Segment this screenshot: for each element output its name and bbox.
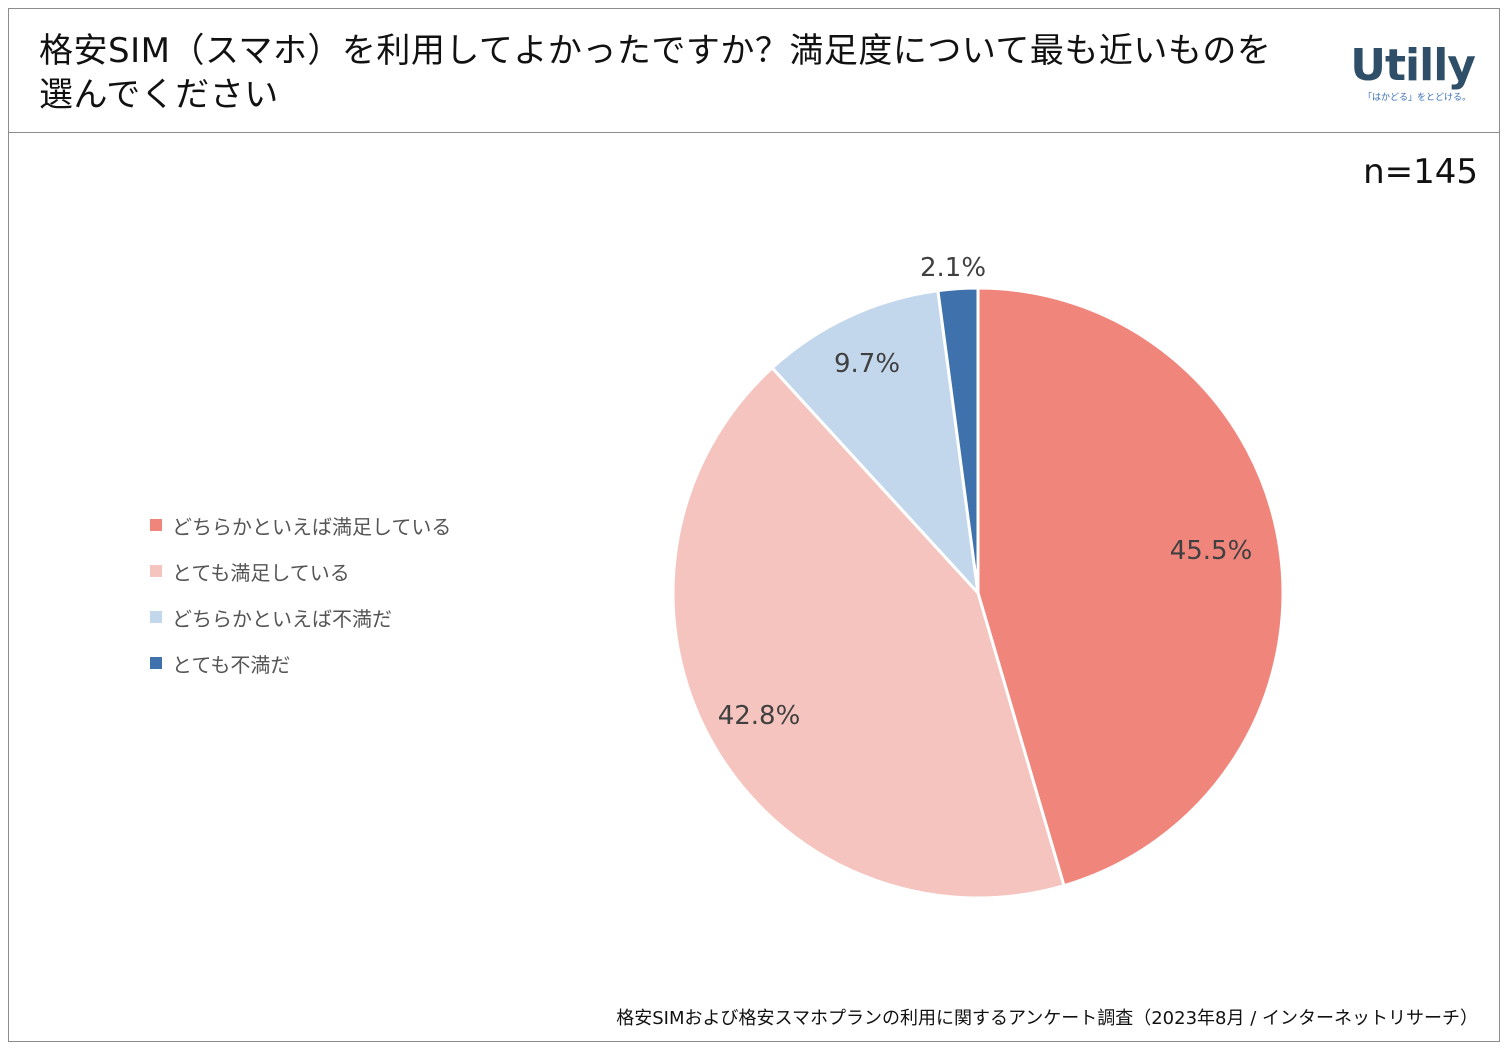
pie-data-label: 9.7% [834,349,900,379]
legend-swatch [150,565,162,577]
legend-swatch [150,519,162,531]
pie-slice [976,286,1285,888]
logo-wordmark: Utilly [1350,40,1476,91]
source-note: 格安SIMおよび格安スマホプランの利用に関するアンケート調査（2023年8月 /… [616,1008,1478,1029]
pie-data-labels: 45.5% 42.8% 9.7% 2.1% [718,253,1253,731]
pie-slice [770,288,981,598]
legend-label: どちらかといえば不満だ [172,606,392,631]
legend-label: どちらかといえば満足している [172,514,452,539]
legend-label: とても満足している [172,560,350,585]
logo-tagline: 「はかどる」をとどける。 [1362,93,1471,103]
chart-header: 格安SIM（スマホ）を利用してよかったですか？満足度について最も近いものを選んで… [9,9,1499,133]
legend-label: とても不満だ [172,652,291,677]
legend-swatch [150,657,162,669]
pie-data-label: 42.8% [718,701,801,731]
legend-item: とても不満だ [150,640,451,686]
pie-slice [671,365,1066,900]
chart-legend: どちらかといえば満足している とても満足している どちらかといえば不満だ とても… [150,502,451,686]
legend-swatch [150,611,162,623]
pie-data-label: 45.5% [1170,536,1253,566]
legend-item: とても満足している [150,548,451,594]
pie-slice [936,286,980,594]
legend-item: どちらかといえば不満だ [150,594,451,640]
chart-title: 格安SIM（スマホ）を利用してよかったですか？満足度について最も近いものを選んで… [39,31,1272,115]
sample-size: n=145 [1363,152,1478,192]
chart-frame: 格安SIM（スマホ）を利用してよかったですか？満足度について最も近いものを選んで… [8,8,1500,1042]
legend-item: どちらかといえば満足している [150,502,451,548]
pie-data-label: 2.1% [920,253,986,283]
utilly-logo: Utilly 「はかどる」をとどける。 [1345,40,1476,109]
pie-slices [671,286,1285,900]
